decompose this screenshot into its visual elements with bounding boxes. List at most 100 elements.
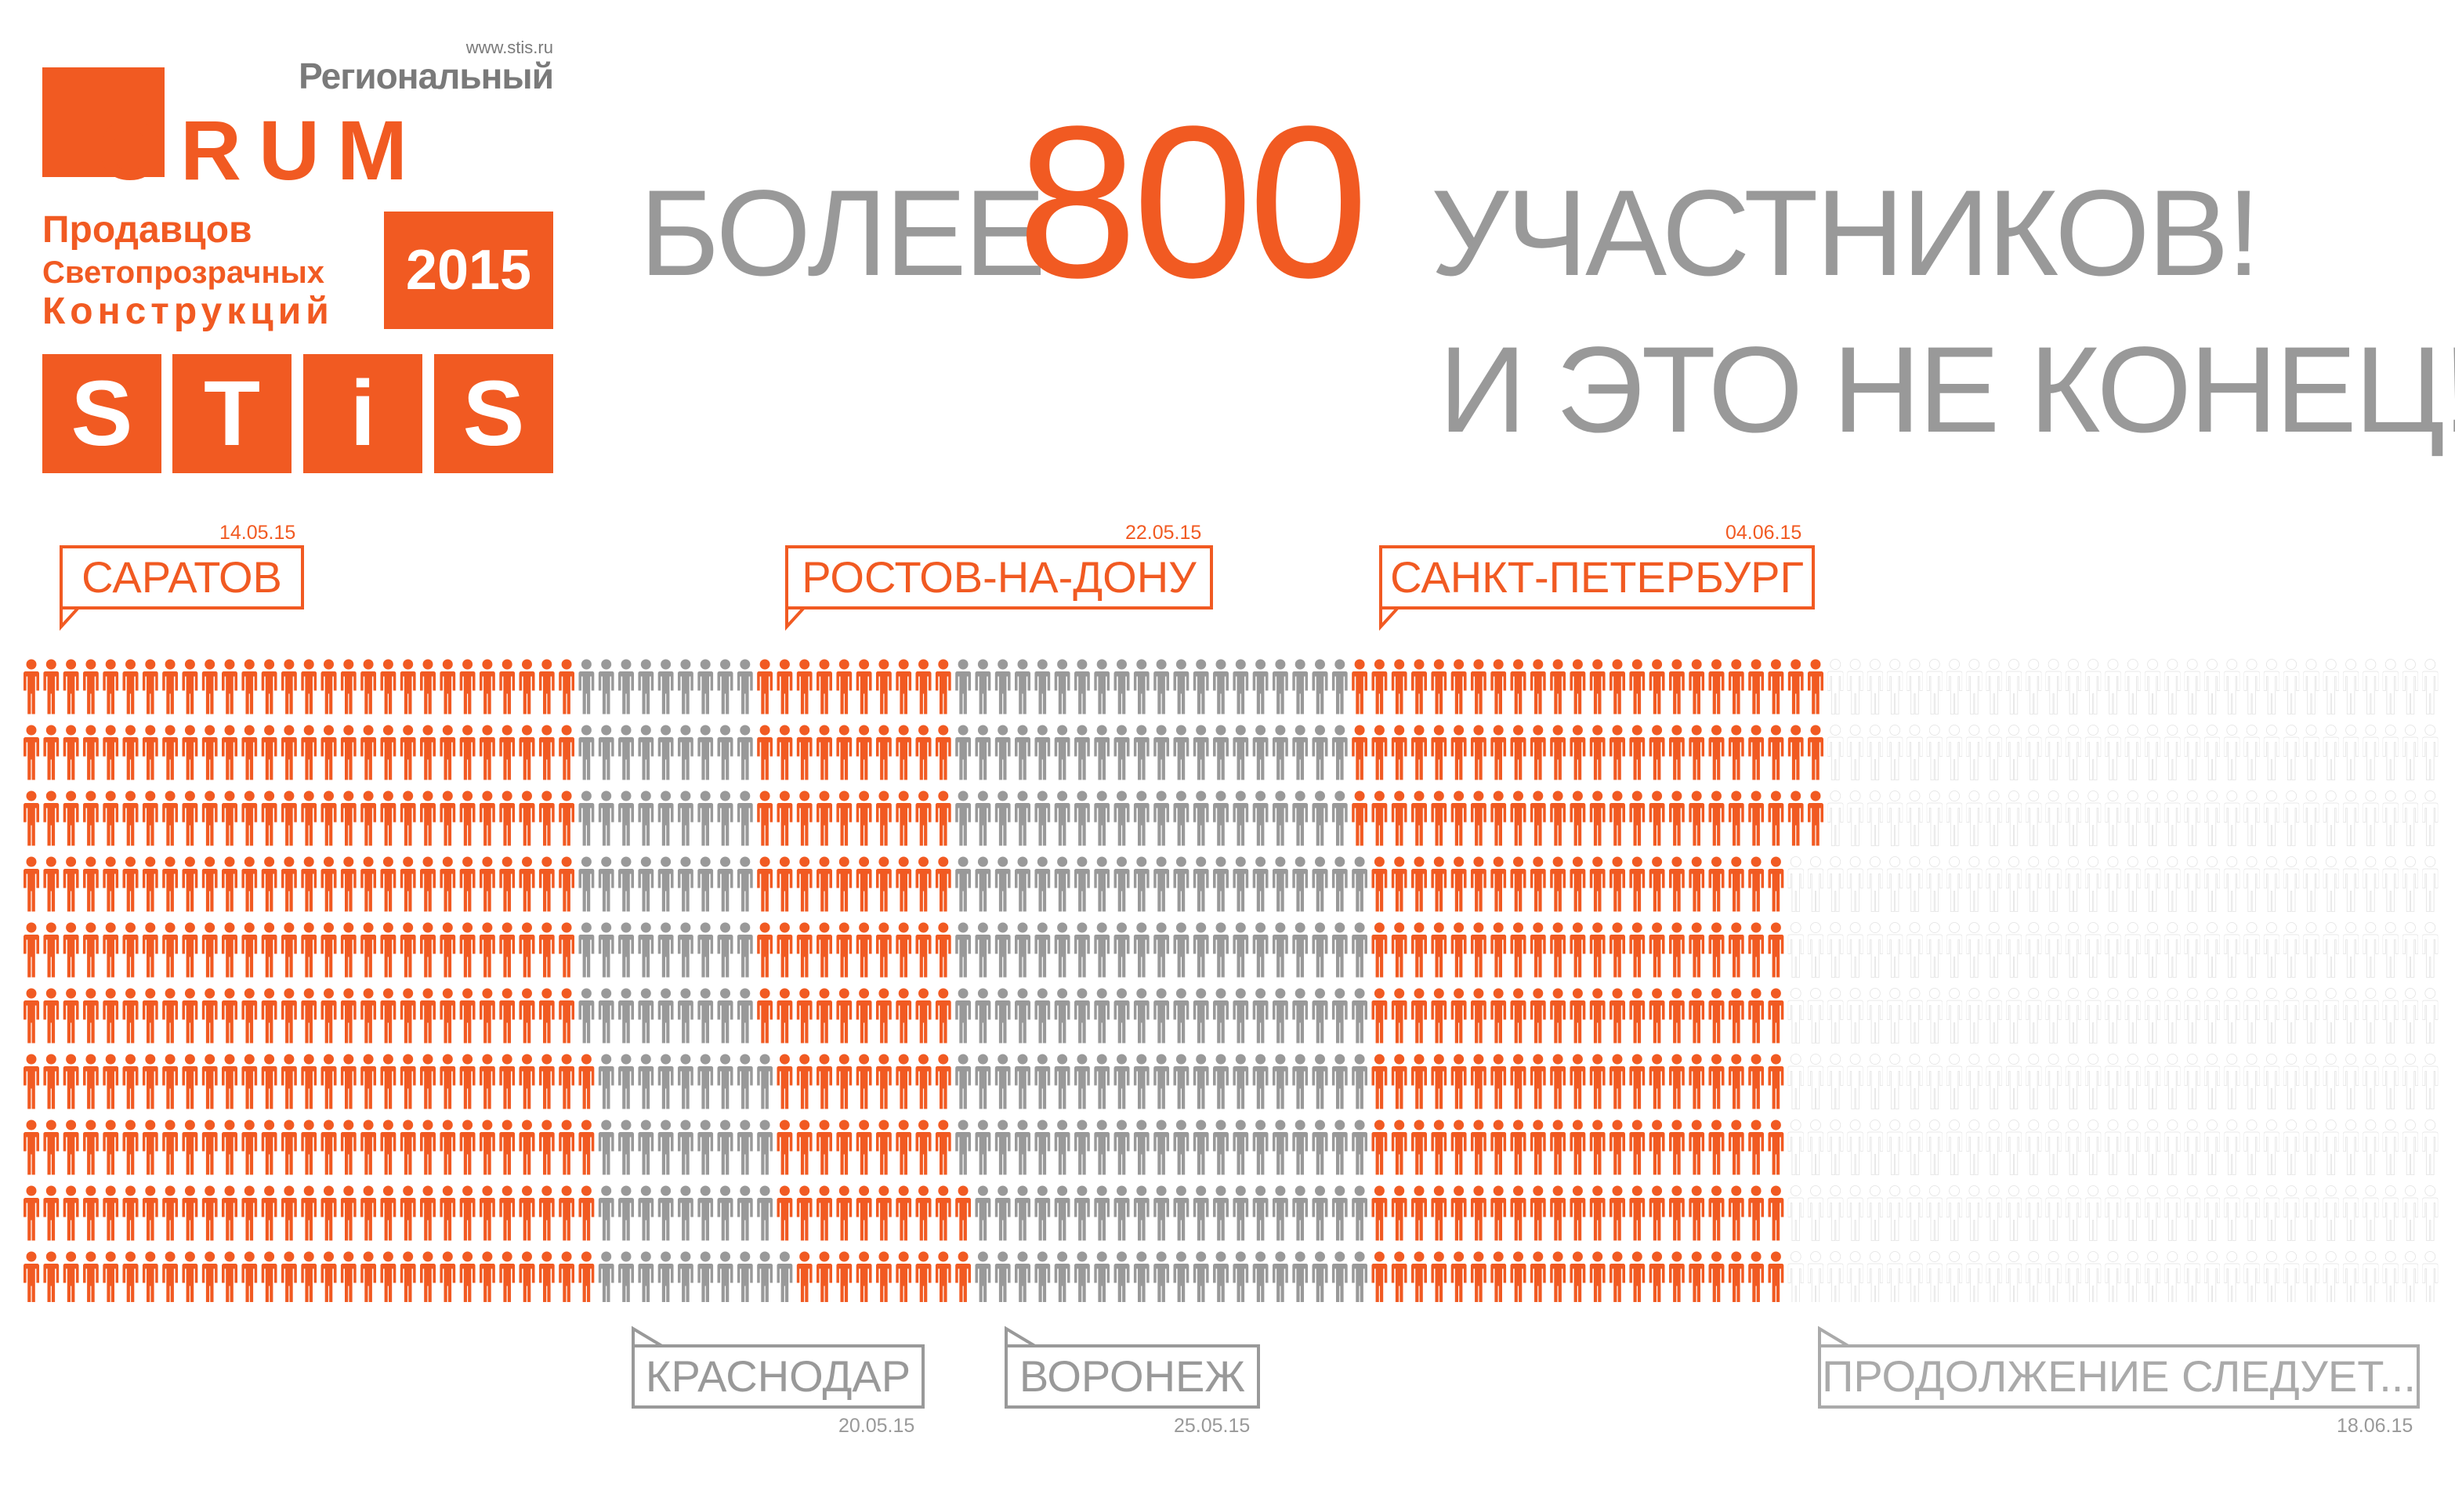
person-icon	[281, 856, 297, 912]
person-icon	[2145, 856, 2161, 912]
person-icon	[241, 988, 258, 1044]
person-icon	[1331, 1251, 1348, 1302]
person-icon	[1450, 725, 1467, 780]
person-icon	[915, 1054, 932, 1109]
person-icon	[1728, 856, 1744, 912]
person-icon	[677, 1251, 693, 1302]
person-icon	[1906, 790, 1923, 846]
person-icon	[241, 725, 258, 780]
person-icon	[975, 659, 991, 714]
person-icon	[82, 922, 99, 978]
person-icon	[1887, 988, 1903, 1044]
person-icon	[1510, 1054, 1526, 1109]
participants-grid	[24, 659, 2439, 1302]
person-icon	[955, 1185, 972, 1241]
person-icon	[380, 1054, 396, 1109]
logo-subtitle-2-text: Светопрозрачных	[42, 255, 325, 290]
person-icon	[1827, 1185, 1844, 1241]
person-icon	[1312, 856, 1328, 912]
person-icon	[1034, 1251, 1051, 1302]
person-icon	[1490, 1054, 1507, 1109]
person-icon	[1748, 725, 1765, 780]
person-icon	[2402, 1251, 2418, 1302]
person-icon	[1986, 659, 2002, 714]
person-icon	[1610, 1251, 1625, 1302]
person-icon	[2402, 1120, 2418, 1175]
person-icon	[182, 988, 198, 1044]
person-icon	[340, 1251, 357, 1302]
person-icon	[1649, 790, 1665, 846]
person-icon	[1668, 1054, 1685, 1109]
person-icon	[2422, 659, 2439, 714]
person-icon	[856, 1120, 872, 1175]
person-icon	[1946, 1054, 1963, 1109]
person-icon	[182, 659, 198, 714]
person-icon	[1550, 659, 1566, 714]
person-icon	[1213, 1054, 1229, 1109]
person-icon	[994, 856, 1011, 912]
person-icon	[1708, 725, 1725, 780]
person-icon	[43, 1054, 60, 1109]
person-icon	[103, 1054, 119, 1109]
person-icon	[1629, 1054, 1646, 1109]
person-icon	[2402, 659, 2418, 714]
person-icon	[975, 1185, 991, 1241]
person-icon	[162, 856, 179, 912]
person-icon	[1867, 1185, 1883, 1241]
person-icon	[1610, 790, 1625, 846]
person-icon	[2243, 856, 2260, 912]
person-icon	[1906, 988, 1923, 1044]
person-icon	[1352, 1251, 1368, 1302]
person-icon	[1708, 922, 1725, 978]
person-icon	[360, 725, 377, 780]
person-icon	[2145, 1251, 2161, 1302]
person-icon	[2065, 988, 2081, 1044]
person-icon	[2145, 1120, 2161, 1175]
person-icon	[63, 922, 79, 978]
person-icon	[2422, 1251, 2439, 1302]
person-icon	[578, 1185, 595, 1241]
person-icon	[2124, 659, 2141, 714]
person-icon	[1352, 988, 1368, 1044]
person-icon	[2105, 790, 2121, 846]
person-icon	[459, 1185, 476, 1241]
person-icon	[1867, 1120, 1883, 1175]
person-icon	[142, 1251, 158, 1302]
person-icon	[360, 922, 377, 978]
person-icon	[400, 725, 416, 780]
person-icon	[955, 1120, 972, 1175]
person-icon	[440, 1251, 456, 1302]
person-icon	[578, 790, 595, 846]
person-icon	[1133, 922, 1150, 978]
person-icon	[1034, 1054, 1051, 1109]
person-icon	[340, 922, 357, 978]
person-icon	[2224, 1251, 2240, 1302]
person-icon	[1787, 1185, 1804, 1241]
callout-tail	[632, 1326, 666, 1349]
person-icon	[201, 988, 218, 1044]
person-icon	[1352, 1120, 1368, 1175]
person-icon	[638, 1251, 654, 1302]
person-icon	[1371, 1185, 1388, 1241]
person-icon	[479, 725, 495, 780]
person-icon	[2303, 1185, 2319, 1241]
person-icon	[2303, 1054, 2319, 1109]
person-icon	[1292, 1185, 1309, 1241]
event-date: 18.06.15	[2337, 1415, 2413, 1437]
person-icon	[1768, 988, 1784, 1044]
person-icon	[1054, 1054, 1070, 1109]
event-callout-voronezh: ВОРОНЕЖ	[1005, 1344, 1260, 1409]
person-icon	[420, 725, 436, 780]
person-icon	[420, 922, 436, 978]
person-icon	[856, 922, 872, 978]
person-icon	[2303, 922, 2319, 978]
person-icon	[2124, 725, 2141, 780]
person-icon	[201, 922, 218, 978]
person-icon	[182, 1054, 198, 1109]
person-icon	[380, 1120, 396, 1175]
person-icon	[320, 725, 337, 780]
person-icon	[1808, 790, 1823, 846]
person-icon	[2085, 922, 2102, 978]
person-icon	[1450, 790, 1467, 846]
person-icon	[1411, 659, 1427, 714]
